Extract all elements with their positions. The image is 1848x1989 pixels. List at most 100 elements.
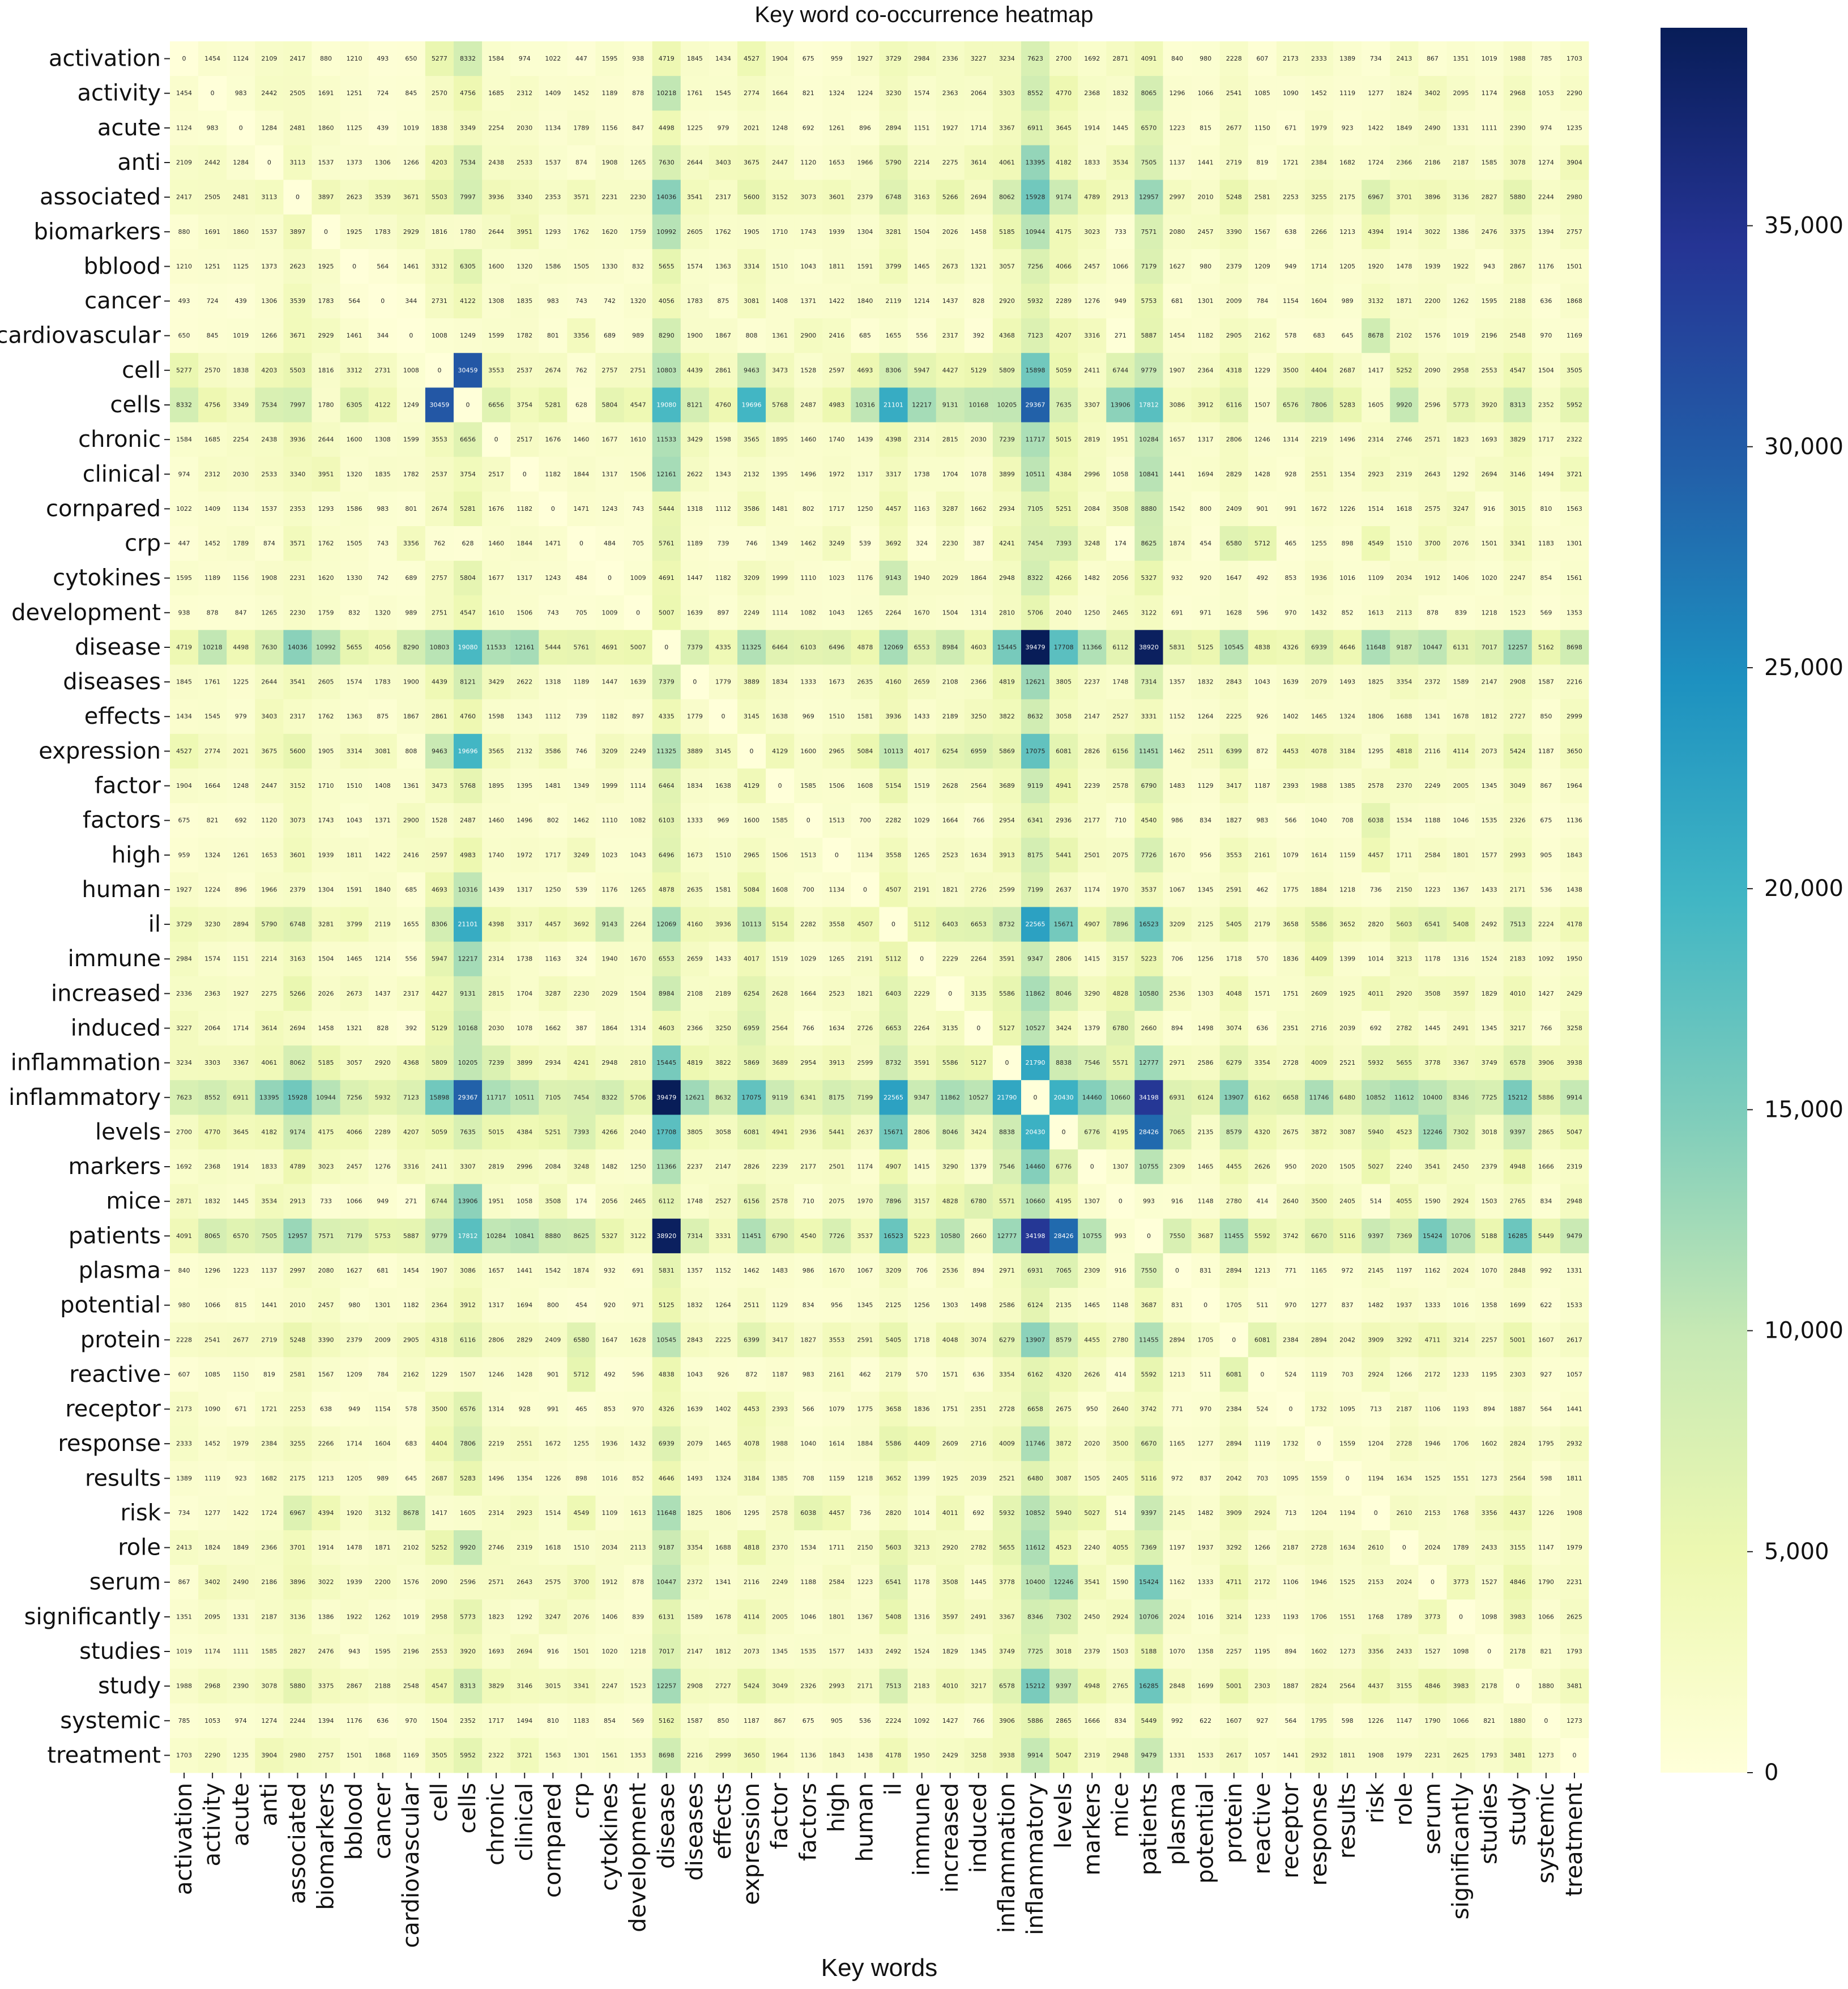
cell-value-label: 4878	[659, 886, 675, 893]
cell-value-label: 683	[405, 1440, 417, 1448]
cell-value-label: 3424	[971, 1128, 987, 1136]
cell-value-label: 3209	[886, 1267, 902, 1274]
cell-value-label: 1714	[971, 124, 987, 131]
cell-value-label: 1321	[347, 1025, 362, 1032]
cell-value-label: 1761	[204, 678, 220, 686]
cell-value-label: 2416	[403, 851, 419, 859]
cell-value-label: 3889	[687, 748, 703, 755]
cell-value-label: 808	[746, 332, 758, 339]
cell-value-label: 5283	[1339, 401, 1355, 408]
cell-value-label: 0	[1374, 1509, 1378, 1517]
heatmap-cell	[851, 180, 880, 215]
cell-value-label: 1699	[1510, 1301, 1526, 1309]
cell-value-label: 1266	[261, 332, 277, 339]
cell-value-label: 1501	[1482, 540, 1497, 547]
cell-value-label: 2536	[942, 1267, 958, 1274]
cell-value-label: 2393	[1283, 782, 1299, 789]
cell-value-label: 4547	[432, 1683, 447, 1690]
cell-value-label: 1704	[942, 471, 958, 478]
cell-value-label: 3078	[1510, 159, 1526, 166]
cell-value-label: 2586	[999, 1301, 1015, 1309]
cell-value-label: 2253	[1283, 194, 1299, 201]
cell-value-label: 1265	[630, 886, 646, 893]
cell-value-label: 6399	[1226, 748, 1242, 755]
cell-value-label: 1320	[375, 609, 391, 616]
cell-value-label: 5444	[545, 643, 561, 651]
heatmap-cell	[964, 76, 993, 111]
cell-value-label: 324	[575, 955, 587, 963]
cell-value-label: 3354	[687, 1544, 703, 1551]
cell-value-label: 2240	[1084, 1544, 1100, 1551]
cell-value-label: 1187	[1538, 748, 1554, 755]
cell-value-label: 1460	[800, 436, 816, 443]
cell-value-label: 2929	[403, 228, 419, 236]
cell-value-label: 867	[1540, 782, 1552, 789]
cell-value-label: 3687	[1141, 1301, 1156, 1309]
cell-value-label: 2954	[800, 1059, 816, 1066]
cell-value-label: 2289	[375, 1128, 391, 1136]
cell-value-label: 832	[348, 609, 360, 616]
cell-value-label: 1605	[460, 1509, 476, 1517]
cell-value-label: 1112	[545, 713, 561, 720]
cell-value-label: 1137	[1170, 159, 1185, 166]
cell-value-label: 2815	[488, 990, 504, 997]
cell-value-label: 2145	[1170, 1509, 1185, 1517]
cell-value-label: 1441	[1567, 1406, 1582, 1413]
cell-value-label: 1811	[829, 263, 844, 270]
cell-value-label: 1439	[488, 886, 504, 893]
cell-value-label: 4266	[1056, 574, 1072, 582]
cell-value-label: 703	[1256, 1475, 1268, 1482]
cell-value-label: 1213	[318, 1475, 334, 1482]
cell-value-label: 0	[750, 748, 754, 755]
cell-value-label: 1395	[772, 471, 788, 478]
cell-value-label: 1134	[233, 505, 249, 513]
cell-value-label: 636	[377, 1717, 389, 1725]
cell-value-label: 3087	[1339, 1128, 1355, 1136]
cell-value-label: 1067	[1170, 886, 1185, 893]
heatmap-cell	[510, 283, 539, 319]
cell-value-label: 12957	[1139, 194, 1159, 201]
cell-value-label: 3671	[289, 332, 305, 339]
cell-value-label: 2626	[1084, 1371, 1100, 1378]
cell-value-label: 1296	[1170, 89, 1185, 97]
cell-value-label: 762	[575, 366, 587, 374]
cell-value-label: 3721	[517, 1752, 532, 1759]
cell-value-label: 3341	[1510, 540, 1526, 547]
cell-value-label: 392	[405, 1025, 417, 1032]
cell-value-label: 2275	[261, 990, 277, 997]
cell-value-label: 2021	[744, 124, 759, 131]
cell-value-label: 1415	[914, 1163, 930, 1171]
cell-value-label: 1204	[1368, 1440, 1384, 1448]
cell-value-label: 8698	[1567, 643, 1582, 651]
cell-value-label: 1351	[176, 1613, 192, 1620]
cell-value-label: 896	[235, 886, 247, 893]
heatmap-cell	[1134, 145, 1163, 181]
cell-value-label: 1320	[630, 297, 646, 305]
cell-value-label: 1868	[1567, 297, 1582, 305]
heatmap-cell	[482, 145, 511, 181]
cell-value-label: 6081	[1254, 1336, 1270, 1343]
cell-value-label: 5441	[1056, 851, 1072, 859]
cell-value-label: 2965	[744, 851, 759, 859]
cell-value-label: 1793	[1482, 1752, 1497, 1759]
cell-value-label: 3553	[488, 366, 504, 374]
cell-value-label: 1417	[1368, 366, 1384, 374]
cell-value-label: 5712	[573, 1371, 589, 1378]
cell-value-label: 5571	[999, 1198, 1015, 1205]
cell-value-label: 17075	[1026, 748, 1045, 755]
cell-value-label: 8632	[1027, 713, 1043, 720]
cell-value-label: 926	[717, 1371, 729, 1378]
heatmap-cell	[1446, 249, 1476, 284]
cell-value-label: 700	[803, 886, 814, 893]
heatmap-cell	[1531, 145, 1561, 181]
cell-value-label: 7302	[1056, 1613, 1072, 1620]
cell-value-label: 980	[348, 1301, 360, 1309]
cell-value-label: 2024	[1424, 1544, 1440, 1551]
cell-value-label: 19696	[458, 748, 478, 755]
cell-value-label: 3356	[1368, 1648, 1384, 1655]
cell-value-label: 4789	[1084, 194, 1100, 201]
heatmap-cell	[737, 249, 766, 284]
cell-value-label: 5047	[1056, 1752, 1072, 1759]
cell-value-label: 3417	[1226, 782, 1242, 789]
cell-value-label: 1834	[687, 782, 703, 789]
